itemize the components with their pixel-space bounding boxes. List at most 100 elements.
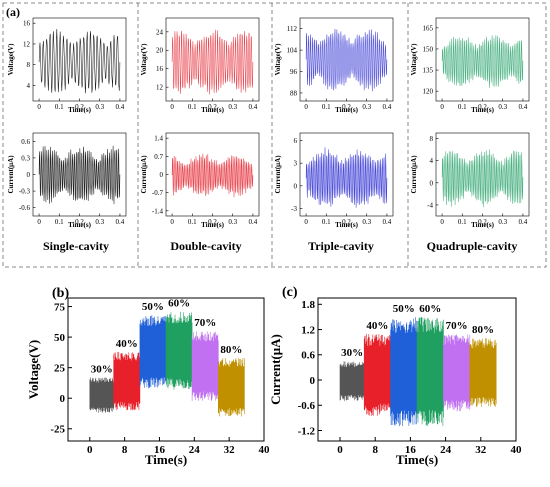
x-tick-label: 0.1 — [188, 103, 197, 111]
segment-signal — [363, 333, 391, 416]
y-tick-label: 0.7 — [154, 153, 163, 161]
y-tick-label: 112 — [287, 25, 298, 33]
y-tick-label: -0.6 — [298, 400, 316, 412]
segment-label: 80% — [472, 324, 494, 336]
segment-signal — [339, 361, 365, 401]
x-tick-label: 0 — [304, 218, 308, 226]
x-tick-label: 0.2 — [75, 218, 84, 226]
y-axis-label: Current(μA) — [7, 155, 15, 194]
x-tick-label: 0.3 — [362, 103, 371, 111]
x-axis-label: Time(s) — [335, 221, 358, 229]
y-axis-label: Voltage(V) — [274, 43, 282, 76]
segment-signal — [416, 317, 444, 426]
x-tick-label: 0.1 — [322, 103, 331, 111]
x-axis-label: Time(s) — [145, 452, 187, 467]
plot-frame — [317, 297, 517, 442]
panel-a-frame — [2, 2, 547, 268]
signal-trace — [441, 149, 524, 208]
y-tick-label: 0 — [430, 179, 434, 187]
segment-signal — [113, 351, 141, 411]
x-tick-label: 0.3 — [95, 103, 104, 111]
segment-signal — [218, 358, 245, 417]
y-tick-label: 0 — [60, 393, 66, 405]
y-tick-label: 16 — [156, 65, 164, 73]
cavity-label-quadruple: Quadruple-cavity — [427, 239, 518, 253]
x-axis-label: Time(s) — [396, 452, 438, 467]
x-tick-label: 0 — [440, 218, 444, 226]
y-tick-label: 0.3 — [21, 154, 30, 162]
x-tick-label: 0.2 — [208, 218, 217, 226]
x-tick-label: 0.4 — [116, 218, 125, 226]
y-tick-label: 24 — [156, 28, 164, 36]
y-tick-label: -4 — [427, 201, 433, 209]
x-tick-label: 0.4 — [519, 103, 528, 111]
y-tick-label: 0 — [294, 182, 298, 190]
x-tick-label: 0.1 — [458, 218, 467, 226]
y-tick-label: -0.3 — [19, 188, 31, 196]
segment-label: 70% — [446, 320, 468, 332]
y-tick-label: 1.4 — [154, 135, 163, 143]
x-tick-label: 32 — [224, 444, 236, 456]
x-axis-label: Time(s) — [68, 221, 91, 229]
segment-signal — [139, 315, 167, 389]
x-axis-label: Time(s) — [471, 106, 494, 114]
y-tick-label: 0 — [310, 375, 316, 387]
y-axis-label: Current(μA) — [140, 155, 148, 194]
x-tick-label: 24 — [189, 444, 201, 456]
y-tick-label: 12 — [23, 40, 31, 48]
x-tick-label: 0.1 — [322, 218, 331, 226]
y-tick-label: 0.6 — [21, 138, 30, 146]
x-tick-label: 40 — [511, 444, 523, 456]
x-tick-label: 0 — [37, 103, 41, 111]
y-tick-label: -1.4 — [152, 207, 164, 215]
signal-trace — [305, 28, 388, 92]
x-tick-label: 0 — [37, 218, 41, 226]
signal-trace — [38, 145, 121, 205]
panel-label-a: (a) — [6, 5, 20, 19]
y-tick-label: 4 — [27, 82, 31, 90]
x-tick-label: 0.3 — [228, 218, 237, 226]
x-tick-label: 0.4 — [383, 218, 392, 226]
x-tick-label: 0.2 — [208, 103, 217, 111]
x-tick-label: 0.4 — [519, 218, 528, 226]
x-tick-label: 0.3 — [498, 103, 507, 111]
y-tick-label: 8 — [27, 61, 31, 69]
y-tick-label: 3 — [294, 160, 298, 168]
segment-label: 40% — [116, 338, 138, 350]
segment-signal — [191, 331, 219, 401]
signal-trace — [171, 153, 254, 198]
x-tick-label: 32 — [475, 444, 487, 456]
y-tick-label: 50 — [54, 332, 66, 344]
x-tick-label: 0.4 — [249, 218, 258, 226]
segment-label: 50% — [142, 301, 164, 313]
y-tick-label: 6 — [294, 137, 298, 145]
y-tick-label: 1.2 — [301, 324, 315, 336]
x-tick-label: 8 — [372, 444, 378, 456]
x-tick-label: 0.4 — [249, 103, 258, 111]
plot-frame — [67, 297, 265, 442]
x-axis-label: Time(s) — [471, 221, 494, 229]
segment-label: 30% — [91, 363, 113, 375]
cavity-label-double: Double-cavity — [170, 239, 241, 253]
cavity-label-single: Single-cavity — [43, 239, 109, 253]
x-tick-label: 0.3 — [95, 218, 104, 226]
panel-label-b: (b) — [52, 286, 69, 301]
y-axis-label: Voltage(V) — [410, 43, 418, 76]
y-tick-label: 104 — [287, 47, 298, 55]
segment-label: 80% — [220, 344, 242, 356]
y-tick-label: 1.8 — [301, 299, 315, 311]
x-axis-label: Time(s) — [335, 106, 358, 114]
y-tick-label: 165 — [423, 24, 434, 32]
y-axis-label: Current(μA) — [274, 155, 282, 194]
cavity-label-triple: Triple-cavity — [308, 239, 374, 253]
x-tick-label: 0.4 — [383, 103, 392, 111]
x-tick-label: 0.3 — [228, 103, 237, 111]
y-axis-label: Voltage(V) — [26, 340, 41, 399]
x-axis-label: Time(s) — [201, 221, 224, 229]
y-tick-label: 0.6 — [301, 350, 315, 362]
x-tick-label: 0.2 — [342, 103, 351, 111]
x-tick-label: 40 — [259, 444, 271, 456]
y-tick-label: 20 — [156, 47, 164, 55]
panel-label-c: (c) — [282, 285, 298, 300]
